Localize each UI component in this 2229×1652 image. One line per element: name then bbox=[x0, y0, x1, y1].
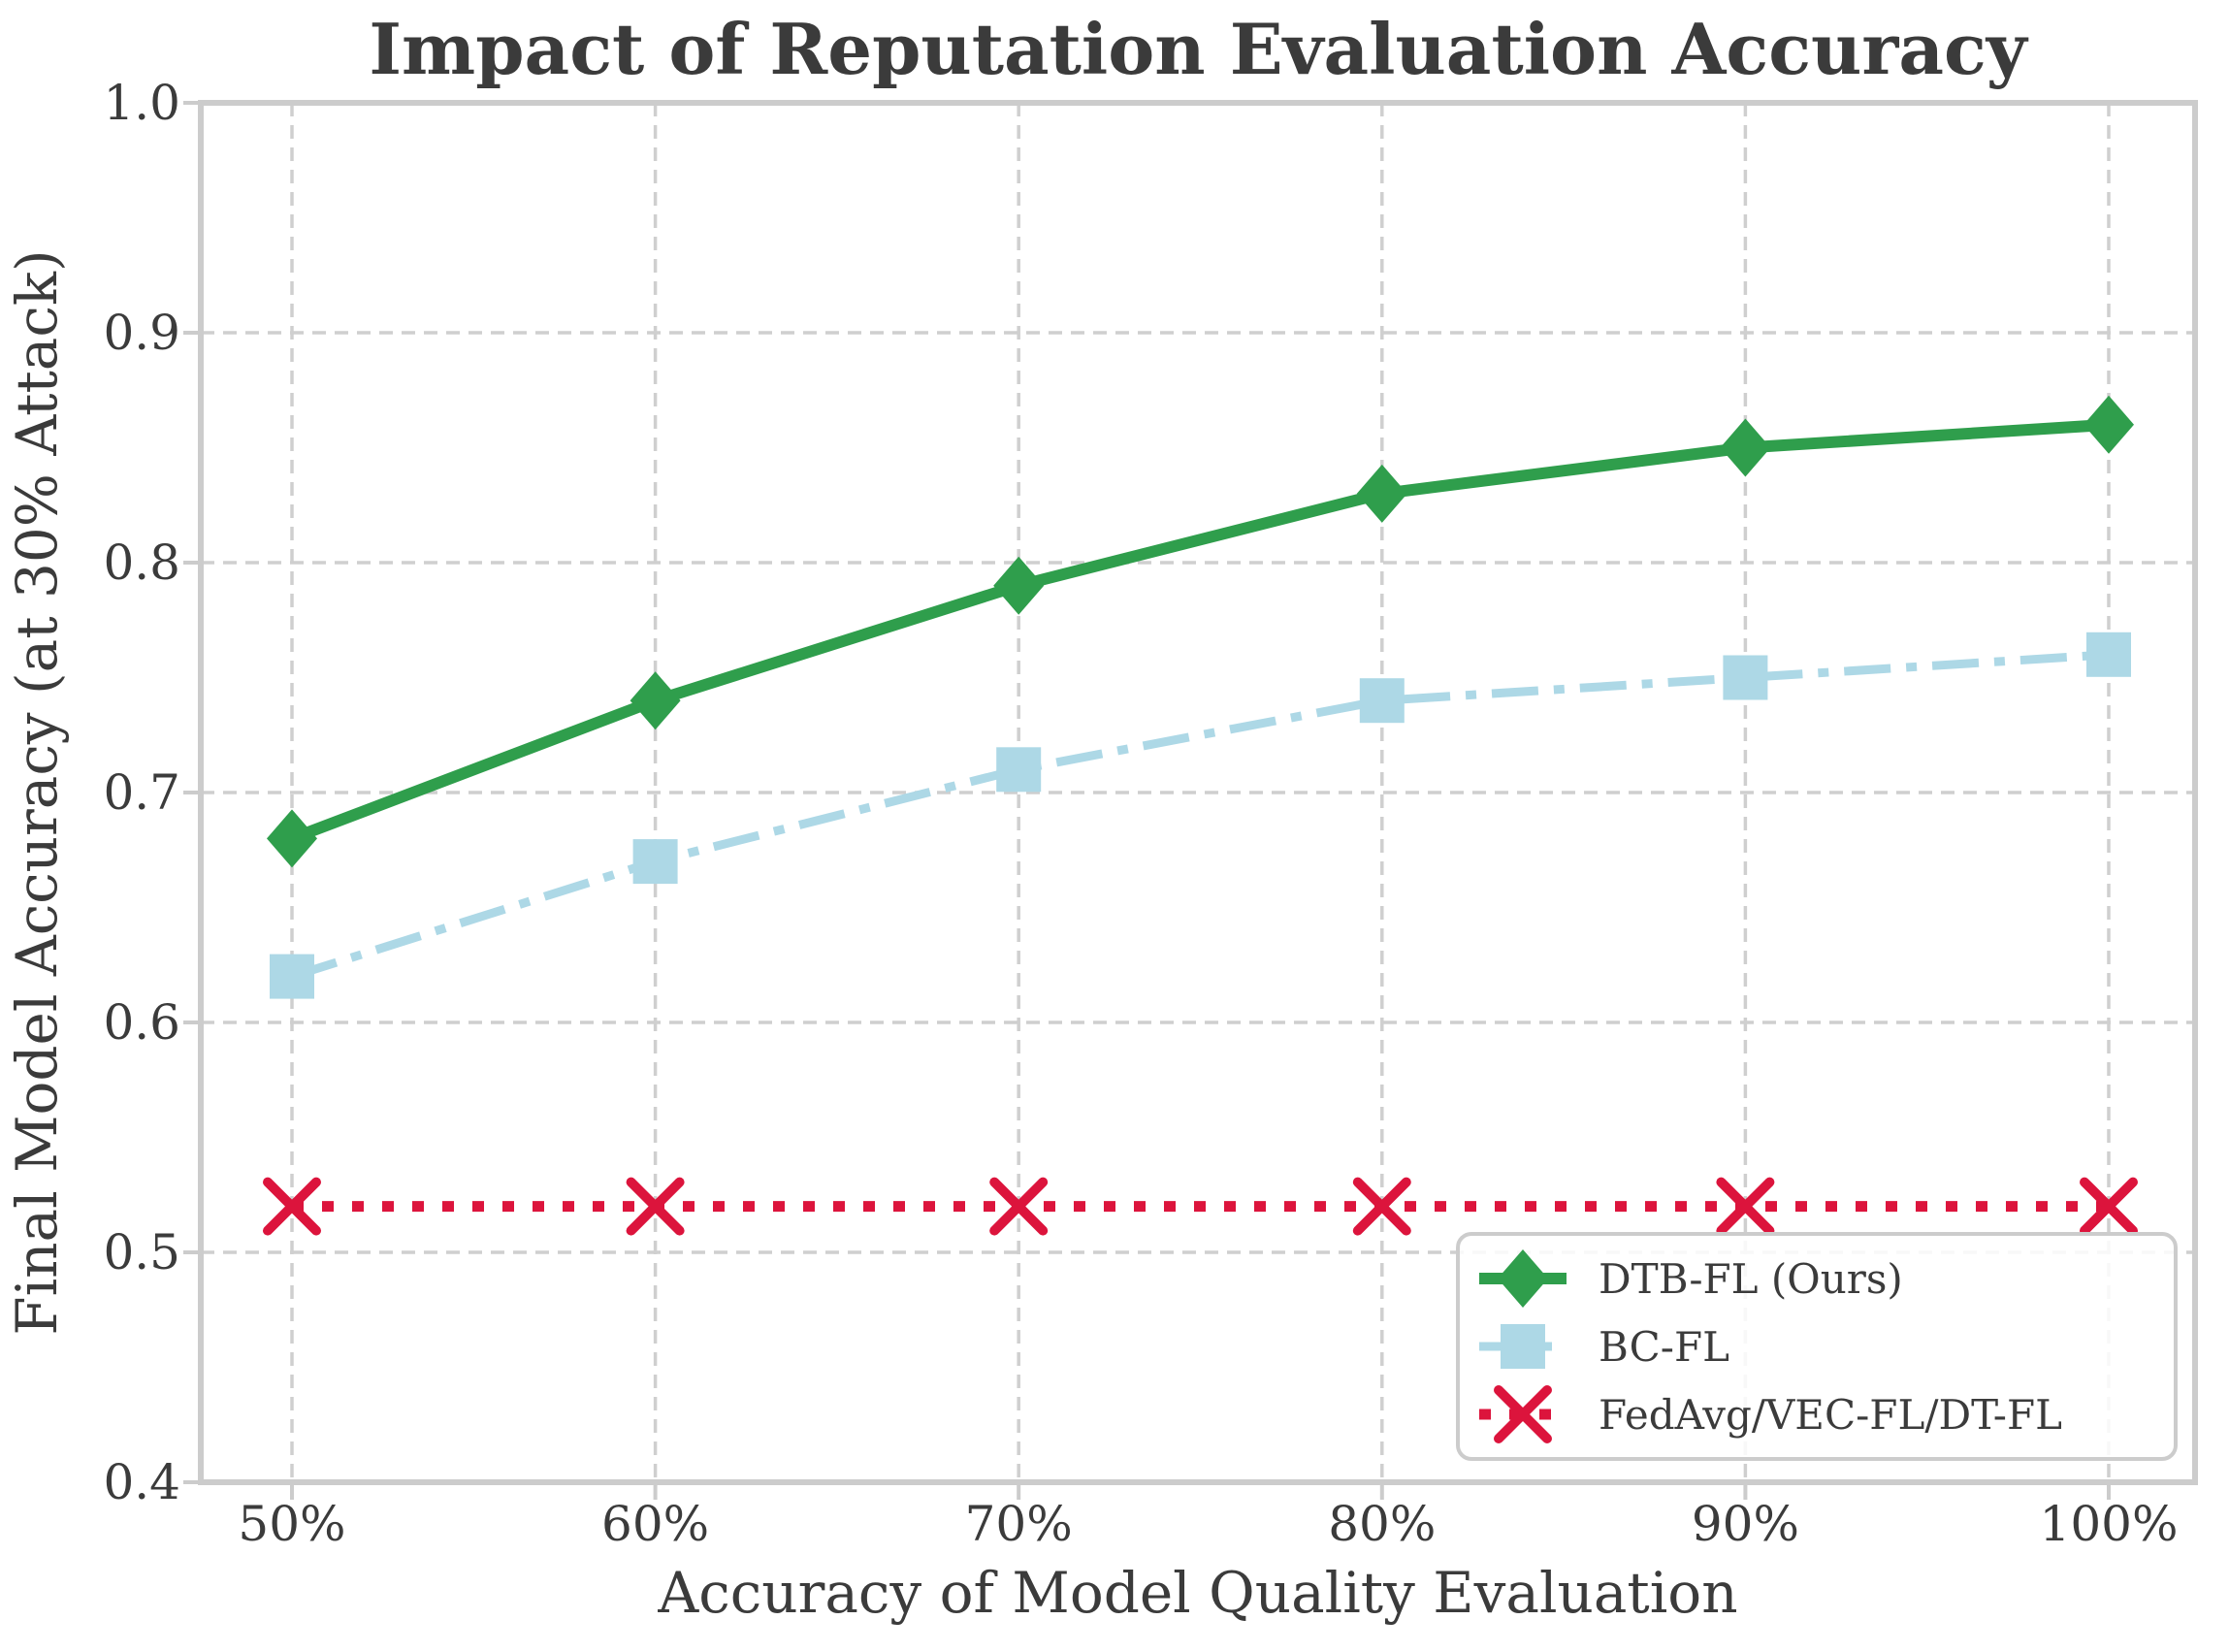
series-line bbox=[290, 650, 2110, 981]
data-point-marker bbox=[626, 1177, 685, 1236]
data-point-marker bbox=[996, 747, 1042, 793]
x-tick-80: 80% bbox=[1328, 1496, 1436, 1552]
x-axis-label: Accuracy of Model Quality Evaluation bbox=[657, 1560, 1737, 1626]
data-point-marker bbox=[1723, 655, 1768, 700]
chart-title: Impact of Reputation Evaluation Accuracy bbox=[369, 8, 2028, 90]
x-tick-100: 100% bbox=[2040, 1496, 2179, 1552]
y-tick-1_0: 1.0 bbox=[103, 75, 180, 131]
data-point-marker bbox=[989, 1177, 1049, 1236]
y-tick-0_4: 0.4 bbox=[103, 1454, 180, 1510]
y-tick-0_6: 0.6 bbox=[103, 994, 180, 1051]
legend-label-dtb-fl: DTB-FL (Ours) bbox=[1599, 1255, 1903, 1303]
x-tick-60: 60% bbox=[601, 1496, 709, 1552]
x-tick-70: 70% bbox=[965, 1496, 1073, 1552]
data-point-marker bbox=[1352, 1177, 1411, 1236]
legend-sample-marker bbox=[1494, 1385, 1552, 1443]
legend-sample-lines bbox=[1479, 1249, 1567, 1443]
data-point-marker bbox=[1720, 418, 1771, 477]
data-point-marker bbox=[1716, 1177, 1775, 1236]
legend-box bbox=[1456, 1232, 2178, 1461]
x-tick-labels: 50% 60% 70% 80% 90% 100% bbox=[238, 1496, 2178, 1552]
axis-ticks bbox=[183, 101, 2111, 1500]
y-tick-0_8: 0.8 bbox=[103, 534, 180, 591]
data-point-marker bbox=[632, 839, 678, 885]
series-dtb-fl-ours- bbox=[267, 395, 2134, 868]
data-point-marker bbox=[993, 556, 1045, 615]
legend-sample-marker bbox=[1501, 1324, 1545, 1369]
data-point-marker bbox=[2084, 395, 2134, 454]
series-bc-fl bbox=[270, 632, 2131, 999]
legend-sample-marker bbox=[1498, 1249, 1548, 1308]
y-tick-0_9: 0.9 bbox=[103, 305, 180, 361]
data-point-marker bbox=[270, 954, 314, 999]
y-tick-0_7: 0.7 bbox=[103, 764, 180, 821]
data-series bbox=[263, 395, 2138, 1236]
legend: DTB-FL (Ours) BC-FL FedAvg/VEC-FL/DT-FL bbox=[1456, 1232, 2178, 1461]
data-point-marker bbox=[2086, 632, 2131, 677]
series-line bbox=[289, 418, 2110, 845]
y-tick-0_5: 0.5 bbox=[103, 1224, 180, 1280]
series-fedavg-vec-fl-dt-fl bbox=[263, 1177, 2138, 1236]
x-tick-90: 90% bbox=[1692, 1496, 1799, 1552]
data-point-marker bbox=[1356, 464, 1407, 523]
legend-label-fedavg: FedAvg/VEC-FL/DT-FL bbox=[1599, 1391, 2062, 1439]
data-point-marker bbox=[1359, 678, 1405, 724]
x-tick-50: 50% bbox=[238, 1496, 345, 1552]
data-point-marker bbox=[630, 671, 681, 730]
legend-label-bc-fl: BC-FL bbox=[1599, 1323, 1729, 1371]
data-point-marker bbox=[263, 1177, 321, 1236]
plot-border bbox=[198, 100, 2198, 1485]
data-point-marker bbox=[267, 809, 317, 868]
y-tick-labels: 0.4 0.5 0.6 0.7 0.8 0.9 1.0 bbox=[103, 75, 180, 1510]
y-axis-label: Final Model Accuracy (at 30% Attack) bbox=[4, 249, 70, 1335]
data-point-marker bbox=[2080, 1177, 2138, 1236]
